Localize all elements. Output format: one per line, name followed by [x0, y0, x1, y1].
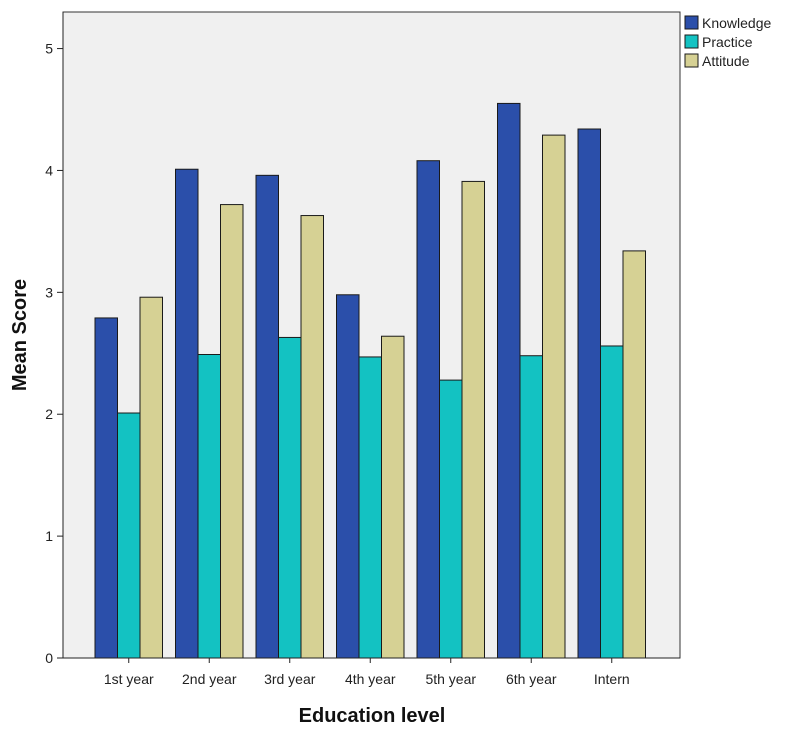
bar-attitude-intern	[622, 250, 646, 659]
bar-attitude-4th-year	[381, 335, 405, 659]
bar-knowledge-5th-year	[416, 160, 440, 659]
x-tick-label: 3rd year	[264, 671, 316, 687]
y-tick-label: 0	[45, 650, 53, 666]
y-ticks-group: 0 1 2 3 4 5	[45, 41, 63, 666]
x-tick-label: 2nd year	[182, 671, 237, 687]
bar-practice-4th-year	[358, 356, 382, 659]
legend-label-knowledge: Knowledge	[702, 15, 771, 31]
legend: Knowledge Practice Attitude	[684, 15, 771, 69]
x-tick-label: Intern	[594, 671, 630, 687]
legend-swatch-knowledge	[684, 15, 699, 30]
bar-knowledge-1st-year	[94, 317, 118, 659]
bar-practice-2nd-year	[197, 354, 221, 659]
x-axis-title: Education level	[299, 705, 446, 727]
x-tick-label: 6th year	[506, 671, 557, 687]
y-tick-label: 4	[45, 162, 53, 178]
y-axis-title: Mean Score	[9, 279, 31, 391]
legend-label-attitude: Attitude	[702, 53, 750, 69]
y-tick-label: 1	[45, 528, 53, 544]
bar-knowledge-3rd-year	[255, 174, 279, 659]
bar-practice-3rd-year	[278, 336, 302, 659]
bar-practice-6th-year	[519, 355, 543, 659]
bar-attitude-5th-year	[461, 180, 485, 659]
y-tick-label: 2	[45, 406, 53, 422]
y-tick-label: 5	[45, 41, 53, 57]
bar-practice-1st-year	[117, 412, 141, 659]
legend-swatch-attitude	[684, 53, 699, 68]
bar-knowledge-6th-year	[497, 102, 521, 659]
x-ticks-group: 1st year 2nd year 3rd year 4th year 5th year…	[104, 658, 630, 687]
bar-attitude-1st-year	[139, 296, 163, 659]
bar-practice-intern	[600, 345, 624, 659]
legend-swatch-practice	[684, 34, 699, 49]
y-tick-label: 3	[45, 284, 53, 300]
bar-knowledge-4th-year	[336, 294, 360, 659]
bar-practice-5th-year	[439, 379, 463, 659]
x-tick-label: 4th year	[345, 671, 396, 687]
bar-attitude-2nd-year	[220, 204, 244, 659]
x-tick-label: 1st year	[104, 671, 154, 687]
x-tick-label: 5th year	[425, 671, 476, 687]
bar-knowledge-2nd-year	[175, 168, 199, 659]
bars-group	[94, 102, 646, 659]
bar-attitude-6th-year	[542, 134, 566, 659]
legend-label-practice: Practice	[702, 34, 753, 50]
bar-knowledge-intern	[577, 128, 601, 659]
bar-attitude-3rd-year	[300, 215, 324, 659]
